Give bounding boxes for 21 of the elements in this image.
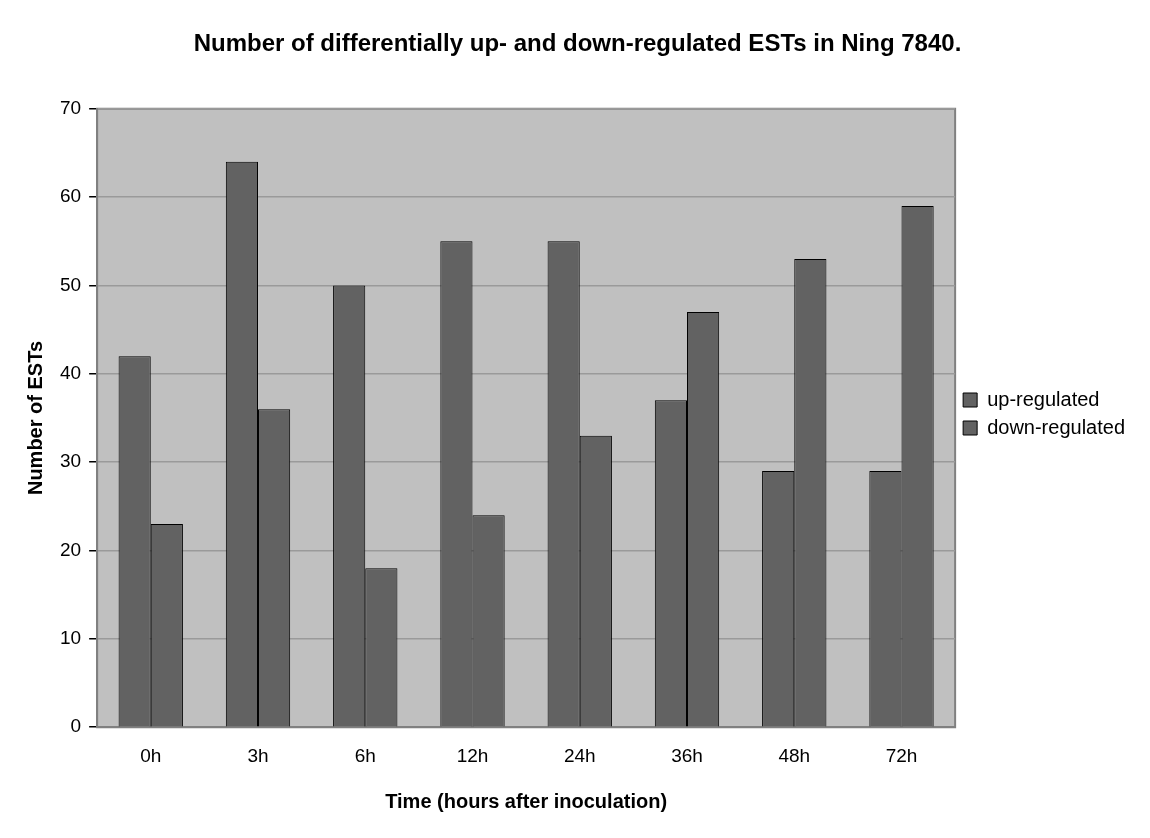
x-tick-label: 72h — [885, 744, 918, 766]
y-axis-title: Number of ESTs — [23, 340, 46, 496]
y-tick-label: 60 — [59, 185, 82, 207]
x-tick-label: 12h — [456, 744, 489, 766]
y-tick-label: 0 — [70, 715, 82, 737]
y-tick-label: 10 — [59, 627, 82, 649]
x-tick-label: 6h — [354, 744, 376, 766]
legend-label: down-regulated — [987, 415, 1125, 438]
legend-label: up-regulated — [987, 387, 1100, 410]
x-tick-label: 48h — [778, 744, 811, 766]
y-tick-label: 20 — [59, 538, 82, 560]
y-tick-label: 40 — [59, 362, 82, 384]
chart-title: Number of differentially up- and down-regulated ESTs in Ning 7840. — [193, 29, 962, 57]
y-tick-label: 30 — [59, 450, 82, 472]
x-axis-title: Time (hours after inoculation) — [385, 789, 668, 812]
x-tick-label: 0h — [140, 744, 162, 766]
y-tick-label: 50 — [59, 273, 82, 295]
x-tick-label: 24h — [563, 744, 596, 766]
x-tick-label: 36h — [671, 744, 703, 766]
x-tick-label: 3h — [247, 744, 269, 766]
y-tick-label: 70 — [59, 97, 82, 119]
